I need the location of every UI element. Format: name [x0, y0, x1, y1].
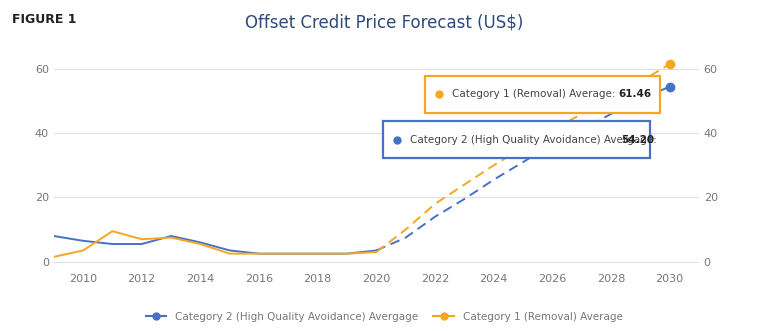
Text: 54.20: 54.20 [621, 135, 654, 145]
Text: 61.46: 61.46 [618, 89, 651, 99]
FancyBboxPatch shape [382, 121, 650, 159]
Text: Category 1 (Removal) Average:: Category 1 (Removal) Average: [452, 89, 618, 99]
Text: Offset Credit Price Forecast (US$): Offset Credit Price Forecast (US$) [245, 13, 523, 31]
Text: Category 2 (High Quality Avoidance) Avergage:: Category 2 (High Quality Avoidance) Aver… [410, 135, 660, 145]
Text: FIGURE 1: FIGURE 1 [12, 13, 76, 26]
FancyBboxPatch shape [425, 75, 660, 113]
Legend: Category 2 (High Quality Avoidance) Avergage, Category 1 (Removal) Average: Category 2 (High Quality Avoidance) Aver… [141, 307, 627, 326]
